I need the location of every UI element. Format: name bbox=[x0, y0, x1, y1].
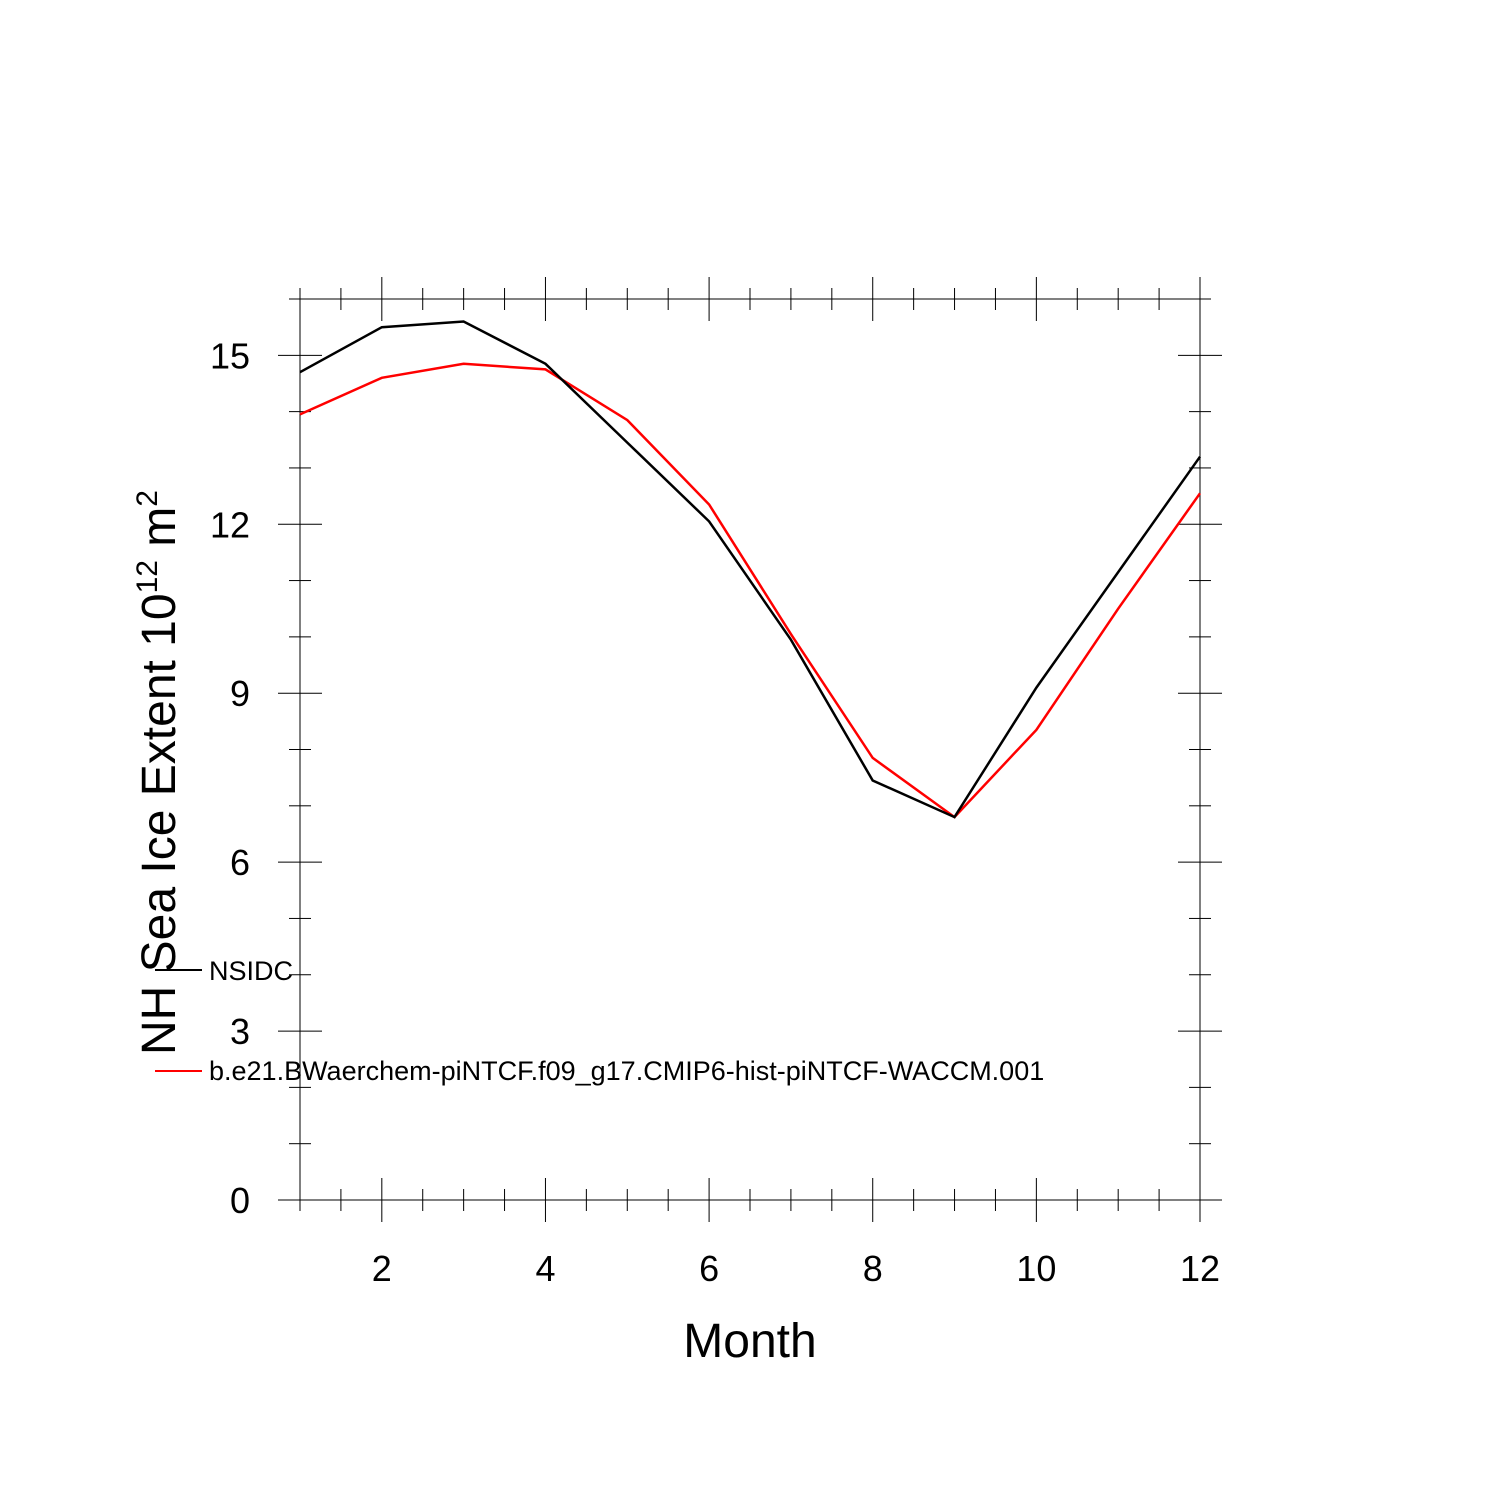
y-tick-label: 6 bbox=[230, 842, 250, 883]
x-axis-title: Month bbox=[683, 1315, 816, 1368]
y-tick-label: 15 bbox=[210, 335, 250, 376]
x-tick-label: 2 bbox=[372, 1248, 392, 1289]
legend-label-nsidc: NSIDC bbox=[209, 956, 293, 986]
x-tick-label: 4 bbox=[535, 1248, 555, 1289]
y-tick-label: 12 bbox=[210, 504, 250, 545]
x-tick-label: 8 bbox=[863, 1248, 883, 1289]
y-axis-title: NH Sea Ice Extent 1012 m2 bbox=[131, 490, 186, 1055]
x-tick-label: 12 bbox=[1180, 1248, 1220, 1289]
y-tick-label: 3 bbox=[230, 1011, 250, 1052]
y-axis-title-main: NH Sea Ice Extent 10 bbox=[133, 593, 186, 1055]
y-axis-title-exp1: 12 bbox=[131, 560, 164, 593]
series-lines bbox=[299, 320, 1202, 819]
y-tick-labels: 0 3 6 9 12 15 bbox=[210, 335, 250, 1221]
series-line-1 bbox=[299, 362, 1202, 819]
minor-ticks bbox=[289, 288, 1211, 1211]
x-tick-labels: 2 4 6 8 10 12 bbox=[372, 1248, 1220, 1289]
x-tick-label: 6 bbox=[699, 1248, 719, 1289]
series-line-0 bbox=[299, 320, 1202, 819]
x-tick-label: 10 bbox=[1016, 1248, 1056, 1289]
legend-label-waccm: b.e21.BWaerchem-piNTCF.f09_g17.CMIP6-his… bbox=[209, 1056, 1044, 1086]
y-axis-title-mid: m bbox=[133, 507, 186, 560]
y-tick-label: 9 bbox=[230, 673, 250, 714]
y-tick-label: 0 bbox=[230, 1180, 250, 1221]
legend: NSIDC b.e21.BWaerchem-piNTCF.f09_g17.CMI… bbox=[155, 956, 1044, 1086]
major-ticks bbox=[278, 277, 1222, 1222]
y-axis-title-exp2: 2 bbox=[131, 490, 164, 507]
